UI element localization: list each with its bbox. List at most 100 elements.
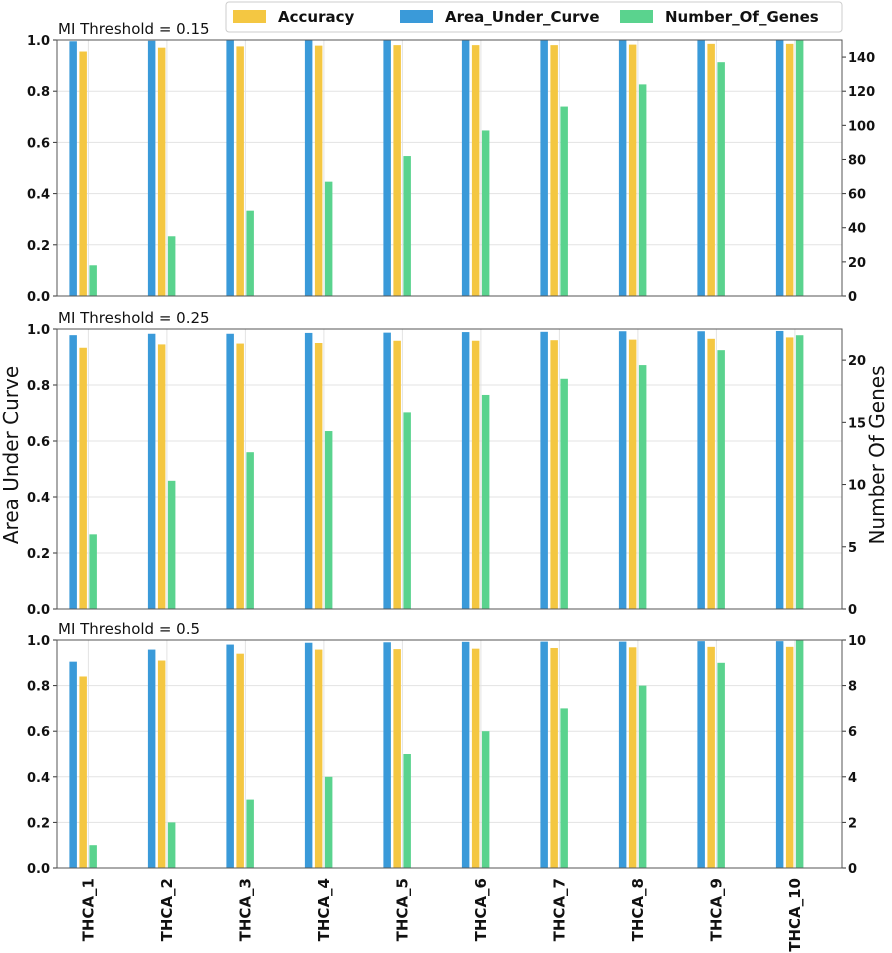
bar-area-under-curve <box>383 40 391 297</box>
bar-area-under-curve <box>147 333 156 609</box>
bar-number-of-genes <box>638 84 647 296</box>
bar-accuracy <box>471 648 480 868</box>
bar-accuracy <box>157 344 166 609</box>
bar-number-of-genes <box>324 181 333 296</box>
legend-swatch <box>233 10 266 23</box>
bar-accuracy <box>393 649 401 868</box>
right-tick-label: 20 <box>848 256 866 271</box>
bar-number-of-genes <box>403 754 411 868</box>
right-tick-label: 140 <box>848 51 875 66</box>
right-tick-label: 4 <box>848 771 857 786</box>
legend-swatch <box>400 10 433 23</box>
bar-area-under-curve <box>618 641 627 868</box>
category-label: THCA_6 <box>472 878 490 941</box>
bar-number-of-genes <box>481 731 490 868</box>
left-tick-label: 0.2 <box>27 547 50 562</box>
left-tick-label: 0.2 <box>27 239 50 254</box>
bar-number-of-genes <box>167 480 176 609</box>
right-tick-label: 6 <box>848 725 857 740</box>
legend-label: Area_Under_Curve <box>445 8 600 26</box>
bar-area-under-curve <box>697 331 705 609</box>
category-label: THCA_3 <box>236 878 254 941</box>
left-tick-label: 0.4 <box>27 188 50 203</box>
bar-number-of-genes <box>89 845 97 868</box>
left-tick-label: 0.4 <box>27 771 50 786</box>
bar-accuracy <box>785 646 794 868</box>
right-tick-label: 0 <box>848 862 857 877</box>
legend-label: Number_Of_Genes <box>665 8 819 26</box>
right-tick-label: 60 <box>848 188 866 203</box>
bar-area-under-curve <box>147 649 156 868</box>
right-tick-label: 2 <box>848 816 857 831</box>
left-tick-label: 0.6 <box>27 435 50 450</box>
left-tick-label: 0.8 <box>27 379 50 394</box>
bar-number-of-genes <box>795 640 804 868</box>
bar-area-under-curve <box>618 331 627 609</box>
bar-number-of-genes <box>246 799 254 868</box>
bar-area-under-curve <box>69 661 77 868</box>
right-tick-label: 5 <box>848 541 857 556</box>
category-label: THCA_1 <box>79 878 97 941</box>
y-axis-label-right: Number Of Genes <box>865 365 889 544</box>
left-tick-label: 0.0 <box>27 862 50 877</box>
bar-accuracy <box>707 338 715 609</box>
left-tick-label: 1.0 <box>27 323 50 338</box>
bar-accuracy <box>471 45 480 297</box>
category-label: THCA_4 <box>315 878 333 941</box>
left-tick-label: 0.8 <box>27 85 50 100</box>
bar-accuracy <box>628 339 637 609</box>
right-tick-label: 20 <box>848 354 866 369</box>
plot-frame-1 <box>56 39 843 297</box>
category-label: THCA_9 <box>707 878 725 941</box>
bar-area-under-curve <box>697 40 705 297</box>
bar-accuracy <box>628 647 637 868</box>
bar-area-under-curve <box>147 40 156 296</box>
bar-number-of-genes <box>560 106 568 296</box>
bar-number-of-genes <box>481 394 490 609</box>
bar-area-under-curve <box>69 41 77 296</box>
bar-number-of-genes <box>795 335 804 609</box>
bar-number-of-genes <box>560 708 568 868</box>
bar-accuracy <box>550 340 558 609</box>
bar-accuracy <box>157 660 166 868</box>
bar-accuracy <box>785 337 794 609</box>
bar-area-under-curve <box>461 40 470 297</box>
bar-number-of-genes <box>167 236 176 296</box>
left-tick-label: 0.6 <box>27 136 50 151</box>
bar-accuracy <box>628 44 637 296</box>
right-tick-label: 10 <box>848 479 866 494</box>
bar-accuracy <box>79 347 87 609</box>
panel-title: MI Threshold = 0.15 <box>58 20 210 38</box>
left-tick-label: 0.0 <box>27 290 50 305</box>
bar-area-under-curve <box>618 40 627 297</box>
bar-accuracy <box>236 46 244 297</box>
bar-accuracy <box>79 51 87 296</box>
panel-title: MI Threshold = 0.5 <box>58 620 200 638</box>
bar-accuracy <box>393 340 401 609</box>
legend-swatch <box>620 10 653 23</box>
bar-area-under-curve <box>69 335 77 609</box>
right-tick-label: 0 <box>848 290 857 305</box>
bar-area-under-curve <box>540 641 548 868</box>
right-tick-label: 40 <box>848 222 866 237</box>
bar-number-of-genes <box>403 412 411 609</box>
bar-accuracy <box>79 676 87 868</box>
bar-number-of-genes <box>246 210 254 296</box>
category-label: THCA_10 <box>786 878 804 952</box>
bar-number-of-genes <box>560 378 568 609</box>
bar-area-under-curve <box>540 40 548 297</box>
left-tick-label: 0.8 <box>27 680 50 695</box>
bar-accuracy <box>785 43 794 297</box>
bar-accuracy <box>707 646 715 868</box>
bar-area-under-curve <box>775 40 784 297</box>
bar-accuracy <box>236 653 244 868</box>
bar-accuracy <box>471 340 480 609</box>
bar-accuracy <box>157 47 166 297</box>
right-tick-label: 0 <box>848 603 857 618</box>
y-axis-label-left: Area Under Curve <box>0 366 23 544</box>
bar-number-of-genes <box>246 452 254 609</box>
left-tick-label: 1.0 <box>27 34 50 49</box>
bar-number-of-genes <box>717 350 725 609</box>
bar-area-under-curve <box>461 332 470 609</box>
